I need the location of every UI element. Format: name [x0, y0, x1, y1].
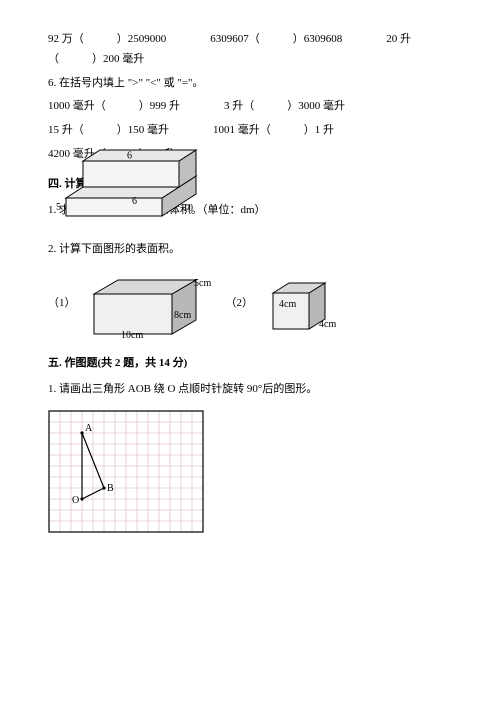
svg-text:4cm: 4cm [319, 319, 336, 330]
figure-cube: 4cm 4cm [263, 269, 343, 339]
section-4-q2: 2. 计算下面图形的表面积。 [48, 240, 452, 260]
section-5-q1: 1. 请画出三角形 AOB 绕 O 点顺时针旋转 90°后的图形。 [48, 380, 452, 400]
section-5-title: 五. 作图题(共 2 题，共 14 分) [48, 354, 452, 374]
figure-cuboid: 5cm 8cm 10cm [86, 268, 216, 340]
svg-text:B: B [107, 483, 114, 494]
question-6: 6. 在括号内填上 ">" "<" 或 "="。 [48, 74, 452, 94]
svg-text:6: 6 [132, 196, 137, 207]
svg-text:A: A [85, 423, 93, 434]
figure-grid-triangle: A B O [48, 410, 452, 533]
figure-2-label-1: （1） [48, 294, 76, 314]
figure-row-2: （1） 5cm 8cm 10cm （2） 4cm 4cm [48, 268, 452, 340]
svg-text:5: 5 [56, 202, 61, 213]
svg-text:8cm: 8cm [174, 310, 191, 321]
svg-text:10: 10 [183, 203, 193, 214]
line-compare-1: 92 万（ ）2509000 6309607（ ）6309608 20 升（ ）… [48, 30, 452, 70]
svg-text:O: O [72, 495, 79, 506]
svg-text:10cm: 10cm [121, 330, 143, 340]
svg-text:5cm: 5cm [194, 278, 211, 289]
line-compare-2: 1000 毫升（ ）999 升 3 升（ ）3000 毫升 [48, 97, 452, 117]
figure-2-label-2: （2） [226, 294, 254, 314]
svg-text:6: 6 [127, 151, 132, 162]
svg-text:4cm: 4cm [279, 299, 296, 310]
